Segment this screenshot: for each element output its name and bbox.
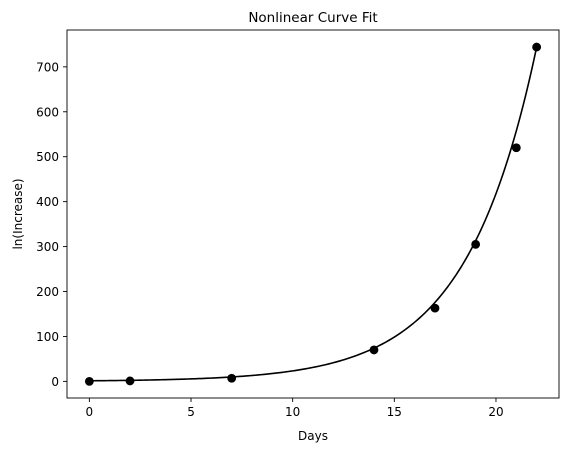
data-points-layer xyxy=(84,42,542,386)
y-tick-label: 100 xyxy=(36,330,59,344)
data-point xyxy=(84,376,94,386)
x-tick-label: 10 xyxy=(285,405,300,419)
y-tick-label: 400 xyxy=(36,195,59,209)
chart-title: Nonlinear Curve Fit xyxy=(248,10,377,26)
data-point xyxy=(369,345,379,355)
y-tick-label: 600 xyxy=(36,105,59,119)
x-tick-label: 15 xyxy=(387,405,402,419)
x-tick-label: 20 xyxy=(488,405,503,419)
data-point xyxy=(511,143,521,153)
fit-curve-layer xyxy=(89,46,538,382)
x-tick-label: 5 xyxy=(187,405,195,419)
y-tick-label: 200 xyxy=(36,285,59,299)
y-tick-label: 700 xyxy=(36,60,59,74)
y-tick-label: 0 xyxy=(51,375,59,389)
data-point xyxy=(471,239,481,249)
data-point xyxy=(227,373,237,383)
y-tick-label: 500 xyxy=(36,150,59,164)
x-tick-label: 0 xyxy=(86,405,94,419)
y-tick-label: 300 xyxy=(36,240,59,254)
x-axis-label: Days xyxy=(298,429,328,443)
fit-curve-line xyxy=(89,46,538,382)
data-point xyxy=(125,376,135,386)
data-point xyxy=(430,303,440,313)
y-axis-label: ln(Increase) xyxy=(11,178,25,249)
data-point xyxy=(532,42,542,52)
plot-frame xyxy=(66,29,560,399)
